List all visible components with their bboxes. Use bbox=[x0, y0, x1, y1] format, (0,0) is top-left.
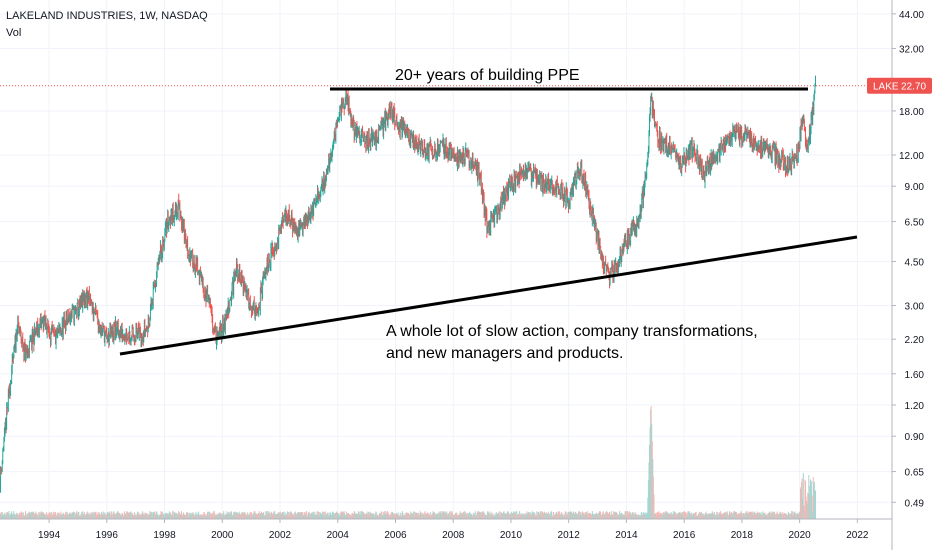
y-tick-label: 4.50 bbox=[905, 257, 925, 268]
x-tick-label: 2004 bbox=[327, 530, 350, 541]
y-tick-label: 18.00 bbox=[899, 107, 924, 118]
candles bbox=[0, 75, 817, 493]
support-trendline[interactable] bbox=[119, 235, 858, 356]
price-badge: LAKE 22.70 bbox=[867, 77, 932, 94]
y-tick-label: 9.00 bbox=[905, 182, 925, 193]
x-tick-label: 2000 bbox=[211, 530, 234, 541]
y-tick-label: 3.00 bbox=[905, 302, 925, 313]
y-tick-label: 0.49 bbox=[905, 498, 925, 509]
x-tick-label: 2010 bbox=[500, 530, 523, 541]
y-tick-label: 1.60 bbox=[905, 370, 925, 381]
grid bbox=[0, 0, 892, 519]
y-tick-label: 0.65 bbox=[905, 468, 925, 479]
volume-bars bbox=[0, 406, 817, 519]
y-tick-label: 0.90 bbox=[905, 432, 925, 443]
x-tick-label: 2006 bbox=[384, 530, 407, 541]
x-tick-label: 2008 bbox=[442, 530, 465, 541]
time-axis[interactable]: 1994 1996 1998 2000 2002 2004 2006 2008 2010 2012… bbox=[38, 519, 869, 541]
y-tick-label: 6.50 bbox=[905, 218, 925, 229]
annotation-bottom-line1: A whole lot of slow action, company tran… bbox=[386, 323, 758, 340]
x-tick-label: 1998 bbox=[153, 530, 176, 541]
x-tick-label: 1996 bbox=[96, 530, 119, 541]
y-tick-label: 12.00 bbox=[899, 151, 924, 162]
x-tick-label: 2016 bbox=[673, 530, 696, 541]
volume-label: Vol bbox=[6, 27, 21, 39]
x-tick-label: 2012 bbox=[558, 530, 581, 541]
annotation-top: 20+ years of building PPE bbox=[395, 67, 580, 84]
x-tick-label: 2020 bbox=[788, 530, 811, 541]
price-badge-background bbox=[867, 77, 932, 94]
x-tick-label: 2014 bbox=[615, 530, 638, 541]
price-badge-value: 22.70 bbox=[901, 82, 926, 93]
price-badge-symbol: LAKE bbox=[873, 82, 899, 93]
x-tick-label: 2002 bbox=[269, 530, 292, 541]
price-axis[interactable]: 44.00 32.00 18.00 12.00 9.00 6.50 4.50 3.00 2.20… bbox=[892, 10, 924, 509]
x-tick-label: 1994 bbox=[38, 530, 61, 541]
y-tick-label: 44.00 bbox=[899, 10, 924, 21]
y-tick-label: 2.20 bbox=[905, 335, 925, 346]
chart-title: LAKELAND INDUSTRIES, 1W, NASDAQ bbox=[6, 10, 208, 22]
y-tick-label: 1.20 bbox=[905, 401, 925, 412]
x-tick-label: 2018 bbox=[731, 530, 754, 541]
y-tick-label: 32.00 bbox=[899, 44, 924, 55]
annotation-bottom-line2: and new managers and products. bbox=[386, 345, 623, 362]
x-tick-label: 2022 bbox=[846, 530, 869, 541]
